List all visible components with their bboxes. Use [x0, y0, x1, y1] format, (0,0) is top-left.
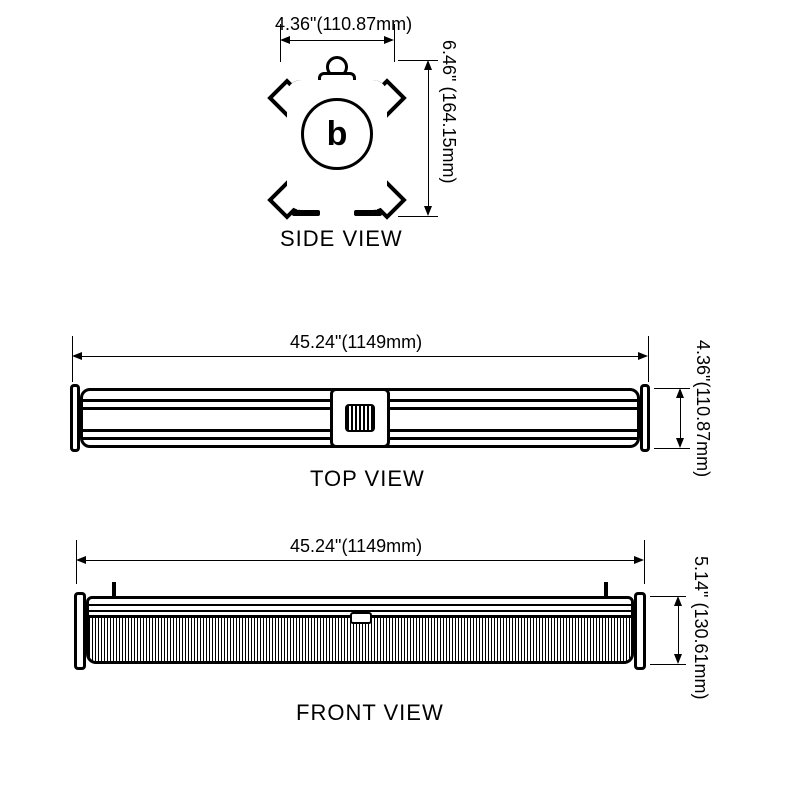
dim-line — [282, 40, 392, 41]
dim-line — [428, 62, 429, 214]
arrow-icon — [674, 654, 682, 664]
dim-inches: 6.46" — [439, 40, 459, 81]
side-view-foot — [354, 210, 382, 216]
technical-drawing: b 4.36"(110.87mm) 6.46" (164.15mm) SIDE … — [0, 0, 800, 800]
front-view-title: FRONT VIEW — [296, 700, 444, 726]
arrow-icon — [676, 438, 684, 448]
front-view-line — [89, 604, 631, 606]
top-view-endcap — [640, 384, 650, 452]
top-view-center-grill — [345, 404, 375, 432]
front-length-label: 45.24"(1149mm) — [290, 536, 422, 557]
arrow-icon — [424, 60, 432, 70]
ext-line — [398, 216, 438, 217]
top-length-label: 45.24"(1149mm) — [290, 332, 422, 353]
dim-mm: (164.15mm) — [439, 86, 459, 183]
arrow-icon — [674, 596, 682, 606]
front-view-lens — [86, 618, 634, 664]
arrow-icon — [72, 352, 82, 360]
top-view-title: TOP VIEW — [310, 466, 425, 492]
ext-line — [654, 448, 690, 449]
side-height-label: 6.46" (164.15mm) — [438, 40, 459, 183]
side-view-title: SIDE VIEW — [280, 226, 403, 252]
brand-logo-icon: b — [301, 98, 373, 170]
dim-line — [678, 598, 679, 662]
dim-inches: 4.36" — [693, 340, 713, 381]
front-height-label: 5.14" (130.61mm) — [690, 556, 711, 699]
dim-line — [78, 560, 642, 561]
arrow-icon — [424, 206, 432, 216]
ext-line — [650, 664, 686, 665]
front-view-post — [604, 582, 608, 596]
dim-mm: (110.87mm) — [316, 14, 412, 34]
dim-mm: (1149mm) — [341, 332, 422, 352]
dim-inches: 5.14" — [691, 556, 711, 597]
top-depth-label: 4.36"(110.87mm) — [692, 340, 713, 477]
front-view-post — [112, 582, 116, 596]
arrow-icon — [634, 556, 644, 564]
arrow-icon — [76, 556, 86, 564]
dim-mm: (130.61mm) — [691, 602, 711, 699]
side-view-foot — [292, 210, 320, 216]
dim-line — [74, 356, 646, 357]
side-width-label: 4.36"(110.87mm) — [275, 14, 412, 35]
dim-mm: (110.87mm) — [693, 381, 713, 477]
dim-inches: 45.24" — [290, 536, 341, 556]
ext-line — [648, 336, 649, 382]
arrow-icon — [384, 36, 394, 44]
front-view-endcap — [634, 592, 646, 670]
arrow-icon — [638, 352, 648, 360]
ext-line — [644, 540, 645, 584]
dim-inches: 45.24" — [290, 332, 341, 352]
front-view-clip — [350, 612, 372, 624]
arrow-icon — [676, 388, 684, 398]
ext-line — [398, 60, 438, 61]
ext-line — [654, 388, 690, 389]
dim-inches: 4.36" — [275, 14, 316, 34]
arrow-icon — [280, 36, 290, 44]
dim-mm: (1149mm) — [341, 536, 422, 556]
front-view-endcap — [74, 592, 86, 670]
top-view-endcap — [70, 384, 80, 452]
